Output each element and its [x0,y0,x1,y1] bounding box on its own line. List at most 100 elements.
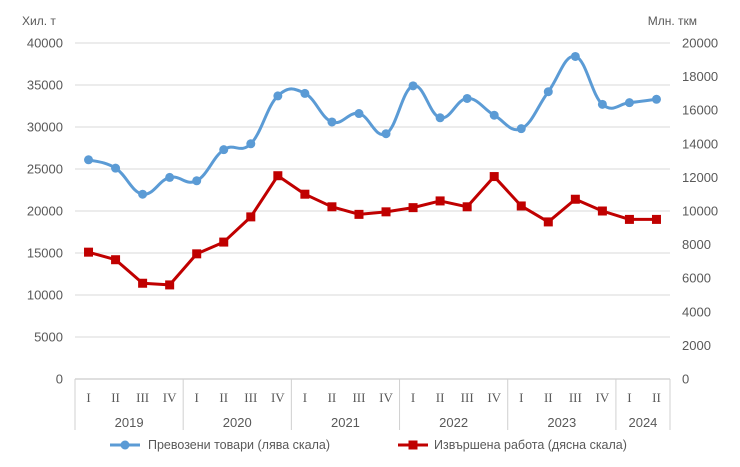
data-point [246,212,256,222]
left-tick-label: 30000 [27,120,63,135]
data-point [543,87,553,97]
left-tick-label: 0 [56,372,63,387]
gridlines [75,42,670,338]
data-point [327,202,337,212]
data-point [138,278,148,288]
data-point [597,99,607,109]
right-tick-label: 6000 [682,271,711,286]
data-point [138,189,148,199]
quarter-label: II [652,390,661,405]
data-point [543,217,553,227]
data-point [111,255,121,265]
data-point [219,145,229,155]
year-label: 2021 [331,415,360,430]
quarter-label: II [328,390,337,405]
quarter-label: IV [163,390,177,405]
legend-marker [408,440,418,450]
quarter-label: I [303,390,307,405]
data-point [570,51,580,61]
data-point [624,214,634,224]
right-axis-ticks: 0 2000 4000 6000 8000 10000 12000 14000 16000 180… [682,36,718,387]
data-point [489,172,499,182]
data-point [597,206,607,216]
series-transported-goods [84,51,661,199]
data-point [651,214,661,224]
data-point [435,113,445,123]
data-point [570,194,580,204]
quarter-label: III [461,390,474,405]
right-tick-label: 4000 [682,304,711,319]
right-tick-label: 2000 [682,338,711,353]
quarter-label: I [86,390,90,405]
quarter-label: I [411,390,415,405]
quarter-label: IV [379,390,393,405]
series-work-done [84,171,661,290]
series-line [87,54,658,196]
data-point [651,94,661,104]
year-label: 2022 [439,415,468,430]
data-point [300,189,310,199]
legend-label: Извършена работа (дясна скала) [434,438,627,452]
data-point [246,139,256,149]
left-tick-label: 25000 [27,162,63,177]
left-tick-label: 40000 [27,36,63,51]
quarter-label: III [244,390,257,405]
left-axis-ticks: 0 5000 10000 15000 20000 25000 30000 35000 40000 [27,36,63,387]
left-tick-label: 5000 [34,330,63,345]
legend-marker [120,440,130,450]
right-tick-label: 14000 [682,136,718,151]
quarter-label: III [352,390,365,405]
data-point [354,109,364,119]
data-point [273,171,283,181]
data-point [354,209,364,219]
quarter-label: II [219,390,228,405]
data-point [435,196,445,206]
data-point [381,207,391,217]
data-point [624,98,634,108]
series-line [87,174,658,287]
right-tick-label: 18000 [682,69,718,84]
quarter-label: III [569,390,582,405]
quarter-label: II [111,390,120,405]
data-point [516,124,526,134]
data-point [273,91,283,101]
quarter-label: IV [271,390,285,405]
left-tick-label: 20000 [27,204,63,219]
right-tick-label: 16000 [682,103,718,118]
year-label: 2023 [547,415,576,430]
axes [74,378,671,430]
data-point [192,176,202,186]
data-point [84,247,94,257]
left-tick-label: 15000 [27,246,63,261]
year-label: 2020 [223,415,252,430]
data-point [327,117,337,127]
data-point [462,202,472,212]
year-label: 2024 [628,415,657,430]
quarter-label: IV [487,390,501,405]
quarter-label: II [544,390,553,405]
legend: Превозени товари (лява скала) Извършена р… [110,438,627,452]
left-axis-unit: Хил. т [22,14,56,28]
right-tick-label: 0 [682,372,689,387]
series-layer [84,51,661,290]
quarter-label: I [627,390,631,405]
legend-item: Превозени товари (лява скала) [110,438,330,452]
year-label: 2019 [115,415,144,430]
x-axis-categories: I II III IV I II III IV I II III IV I II III IV I II III IV… [86,390,660,430]
data-point [408,81,418,91]
legend-item: Извършена работа (дясна скала) [398,438,627,452]
data-point [111,163,121,173]
data-point [219,237,229,247]
data-point [489,110,499,120]
data-point [516,201,526,211]
legend-label: Превозени товари (лява скала) [148,438,330,452]
left-tick-label: 35000 [27,78,63,93]
data-point [165,172,175,182]
right-axis-unit: Млн. ткм [648,14,697,28]
data-point [408,203,418,213]
quarter-label: III [136,390,149,405]
quarter-label: I [195,390,199,405]
data-point [192,249,202,259]
right-tick-label: 8000 [682,237,711,252]
